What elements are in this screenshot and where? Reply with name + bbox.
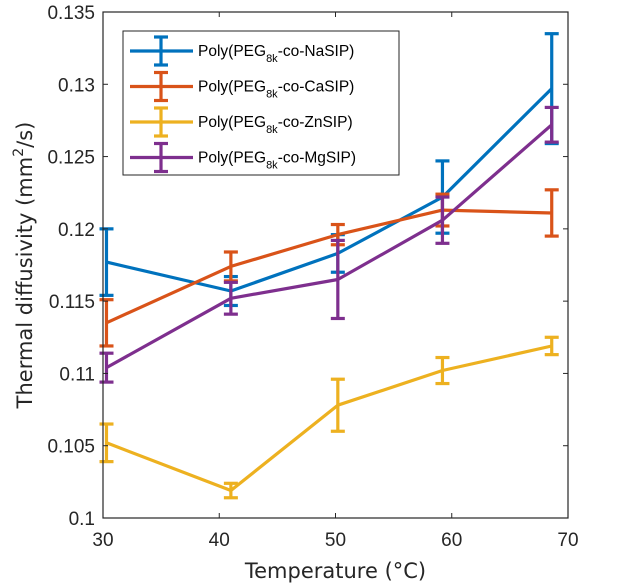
series-layer bbox=[99, 32, 559, 500]
x-axis-label: Temperature (°C) bbox=[244, 559, 426, 583]
x-tick-label: 70 bbox=[557, 530, 578, 551]
legend-label: Poly(PEG8k-co-NaSIP) bbox=[198, 43, 354, 65]
legend-label: Poly(PEG8k-co-CaSIP) bbox=[198, 79, 354, 101]
error-bar bbox=[330, 377, 345, 433]
y-axis-label-main: Thermal diffusivity (mm bbox=[13, 157, 37, 410]
legend-label: Poly(PEG8k-co-ZnSIP) bbox=[198, 114, 353, 136]
error-bar bbox=[544, 188, 559, 238]
error-bar bbox=[99, 422, 114, 464]
y-axis-label-suffix: /s) bbox=[13, 122, 37, 148]
y-tick-label: 0.125 bbox=[47, 148, 95, 169]
legend-box bbox=[122, 30, 400, 176]
legend-item: Poly(PEG8k-co-ZnSIP) bbox=[130, 106, 353, 138]
error-bar bbox=[223, 481, 238, 500]
legend: Poly(PEG8k-co-NaSIP) Poly(PEG8k-co-CaSIP)… bbox=[122, 30, 400, 176]
y-tick-label: 0.11 bbox=[59, 364, 95, 385]
error-bar bbox=[99, 298, 114, 348]
series-poly-peg8k-co-mgsip bbox=[99, 105, 559, 384]
legend-item: Poly(PEG8k-co-MgSIP) bbox=[130, 141, 356, 174]
y-tick-label: 0.135 bbox=[47, 3, 95, 24]
y-axis-label-superscript: 2 bbox=[11, 148, 27, 157]
legend-items: Poly(PEG8k-co-NaSIP) Poly(PEG8k-co-CaSIP)… bbox=[130, 35, 356, 174]
series-poly-peg8k-co-znsip bbox=[99, 335, 559, 500]
y-tick-label: 0.12 bbox=[58, 220, 95, 241]
x-tick-label: 50 bbox=[325, 530, 346, 551]
tick-labels: 30 40 50 60 70 0.1 0.105 0.11 0.115 0.12 0.125 0.13… bbox=[47, 3, 578, 551]
legend-label: Poly(PEG8k-co-MgSIP) bbox=[198, 150, 356, 172]
y-tick-label: 0.105 bbox=[47, 437, 95, 458]
y-tick-label: 0.13 bbox=[58, 75, 95, 96]
error-bar bbox=[544, 105, 559, 144]
error-bar bbox=[223, 280, 238, 316]
y-tick-label: 0.1 bbox=[69, 509, 95, 530]
x-tick-label: 60 bbox=[441, 530, 462, 551]
error-bar bbox=[544, 335, 559, 357]
x-tick-label: 30 bbox=[92, 530, 113, 551]
error-bar bbox=[435, 195, 450, 245]
error-bar bbox=[330, 238, 345, 321]
error-bar bbox=[435, 355, 450, 386]
y-axis-label: Thermal diffusivity (mm2/s) bbox=[11, 122, 37, 410]
legend-item: Poly(PEG8k-co-CaSIP) bbox=[130, 70, 354, 103]
legend-item: Poly(PEG8k-co-NaSIP) bbox=[130, 35, 354, 67]
y-tick-label: 0.115 bbox=[49, 292, 95, 313]
error-bar bbox=[99, 351, 114, 384]
x-tick-label: 40 bbox=[209, 530, 230, 551]
ticks bbox=[102, 11, 569, 519]
